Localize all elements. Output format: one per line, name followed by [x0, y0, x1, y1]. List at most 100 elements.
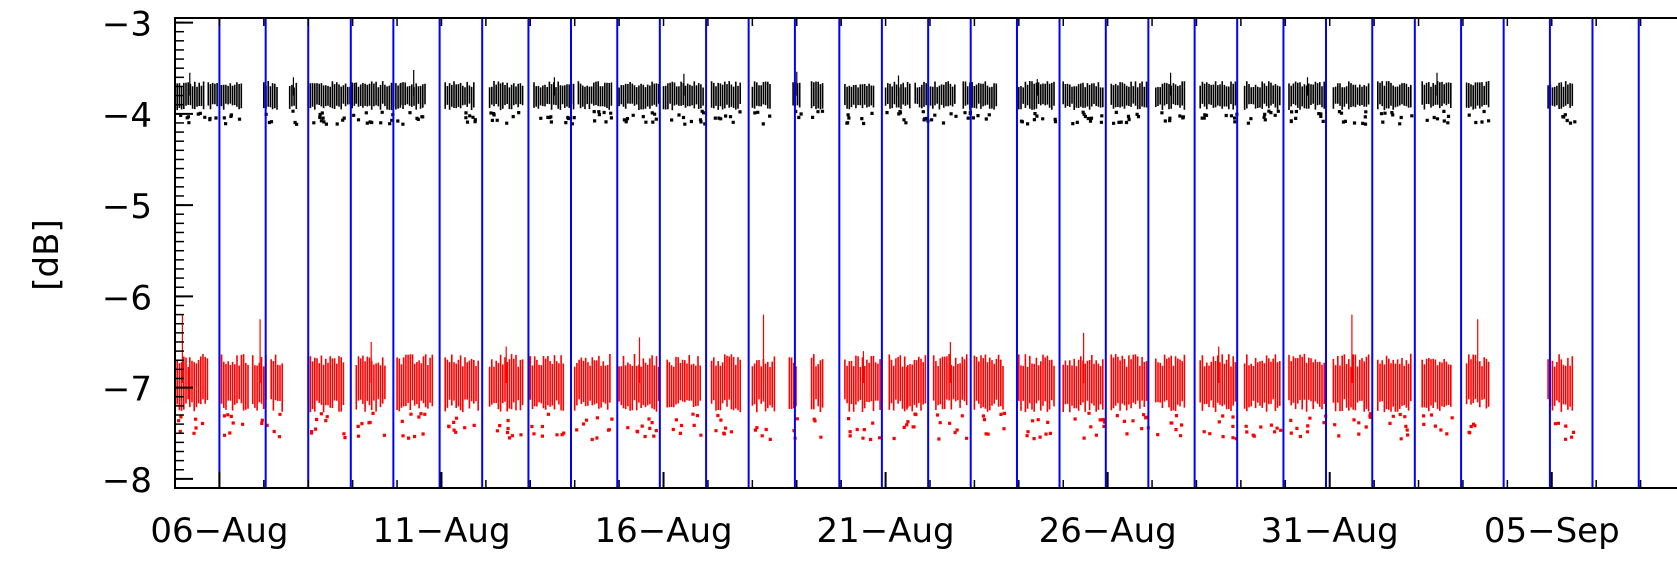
series-0-segment [355, 81, 402, 111]
series-1-scatter [1289, 414, 1328, 439]
series-1-segment [1288, 353, 1325, 412]
series-1-segment [932, 354, 968, 410]
series-1-scatter [447, 416, 476, 434]
series-0-scatter [794, 71, 803, 120]
series-0-scatter [1019, 79, 1058, 126]
series-1-segment [1155, 354, 1186, 411]
series-0-segment [1547, 81, 1574, 109]
series-0-scatter [539, 77, 576, 126]
series-1-scatter [1388, 412, 1410, 441]
series-0-segment [1465, 81, 1490, 110]
series-0-scatter [1425, 72, 1451, 125]
series-1-segment [888, 354, 908, 412]
series-1-scatter [400, 412, 427, 440]
series-1-segment [488, 354, 524, 412]
series-0-segment [1110, 81, 1148, 110]
series-1-segment [174, 356, 189, 411]
series-1-scatter [192, 417, 205, 435]
series-1-scatter [981, 411, 1006, 436]
data-layer [174, 70, 1577, 442]
series-1-segment [529, 355, 565, 411]
series-0-segment [488, 81, 524, 111]
y-axis-label: [dB] [27, 219, 67, 290]
series-0-scatter [1467, 109, 1491, 125]
y-tick-label: −4 [102, 96, 152, 136]
series-1-segment [973, 354, 1004, 412]
tick-layer: −3 −4 −5 −6 −7 −8 06−Aug 11−Aug 16−Aug 21−Aug 26−A… [102, 5, 1642, 551]
series-1-segment [1421, 358, 1452, 412]
series-1-segment [307, 355, 345, 413]
x-tick-label: 21−Aug [817, 511, 955, 551]
series-1-scatter [753, 314, 772, 441]
series-0-segment [207, 82, 243, 110]
series-1-scatter [259, 319, 269, 427]
series-0-scatter [622, 111, 658, 124]
series-0-scatter [1337, 110, 1368, 126]
series-0-scatter [753, 110, 772, 126]
series-0-segment [444, 81, 475, 110]
series-1-scatter [1553, 421, 1576, 441]
series-1-scatter [1156, 414, 1184, 438]
series-0-segment [810, 81, 824, 110]
series-1-scatter [575, 416, 614, 442]
series-1-segment [270, 354, 283, 412]
series-0-scatter [291, 77, 299, 126]
x-tick-label: 06−Aug [150, 511, 288, 551]
series-1-segment [573, 354, 611, 411]
series-0-scatter [811, 109, 825, 119]
x-tick-label: 11−Aug [372, 511, 510, 551]
x-tick-label: 26−Aug [1039, 511, 1177, 551]
series-1-segment [1062, 355, 1104, 413]
series-0-scatter [592, 110, 613, 124]
series-1-scatter [892, 420, 910, 441]
series-0-scatter [963, 110, 991, 121]
series-1-scatter [272, 412, 282, 439]
series-1-segment [810, 354, 824, 412]
series-0-segment [307, 81, 356, 110]
series-0-scatter [489, 111, 521, 125]
series-1-segment [355, 355, 386, 412]
series-0-scatter [1200, 112, 1239, 124]
series-1-scatter [309, 412, 347, 440]
series-1-segment [907, 355, 927, 412]
series-0-segment [1377, 81, 1412, 111]
x-tick-label: 16−Aug [594, 511, 732, 551]
series-1-scatter [222, 413, 245, 437]
series-1-segment [788, 357, 797, 409]
series-0-segment [662, 81, 704, 111]
series-1-segment [666, 355, 701, 408]
series-1-scatter [1025, 418, 1052, 441]
series-0-scatter [1289, 77, 1325, 124]
series-1-segment [1018, 354, 1055, 413]
series-1-segment [1110, 354, 1148, 411]
series-1-segment [710, 354, 741, 413]
y-tick-label: −5 [102, 187, 152, 227]
series-0-segment [1243, 81, 1281, 110]
y-tick-label: −6 [102, 278, 152, 318]
series-1-segment [396, 354, 434, 412]
series-0-scatter [1160, 72, 1185, 123]
series-0-segment [914, 81, 956, 110]
series-1-segment [1199, 354, 1237, 412]
series-1-scatter [812, 417, 823, 439]
x-tick-label: 31−Aug [1261, 511, 1399, 551]
series-1-scatter [1422, 413, 1454, 436]
x-tick-label: 05−Sep [1484, 511, 1620, 551]
series-1-scatter [911, 412, 918, 429]
series-0-segment [751, 81, 771, 109]
series-1-segment [1377, 353, 1412, 413]
series-0-segment [1199, 81, 1237, 110]
series-1-segment [844, 355, 881, 412]
series-1-segment [618, 354, 660, 412]
series-1-segment [1465, 354, 1490, 409]
series-0-scatter [1112, 110, 1141, 125]
series-0-segment [618, 81, 660, 110]
series-0-segment [844, 83, 875, 110]
series-1-segment [189, 354, 209, 412]
series-1-scatter [1202, 346, 1238, 441]
series-1-scatter [1115, 413, 1150, 436]
series-1-scatter [495, 346, 523, 440]
series-0-scatter [845, 111, 874, 126]
series-0-scatter [1246, 109, 1280, 125]
